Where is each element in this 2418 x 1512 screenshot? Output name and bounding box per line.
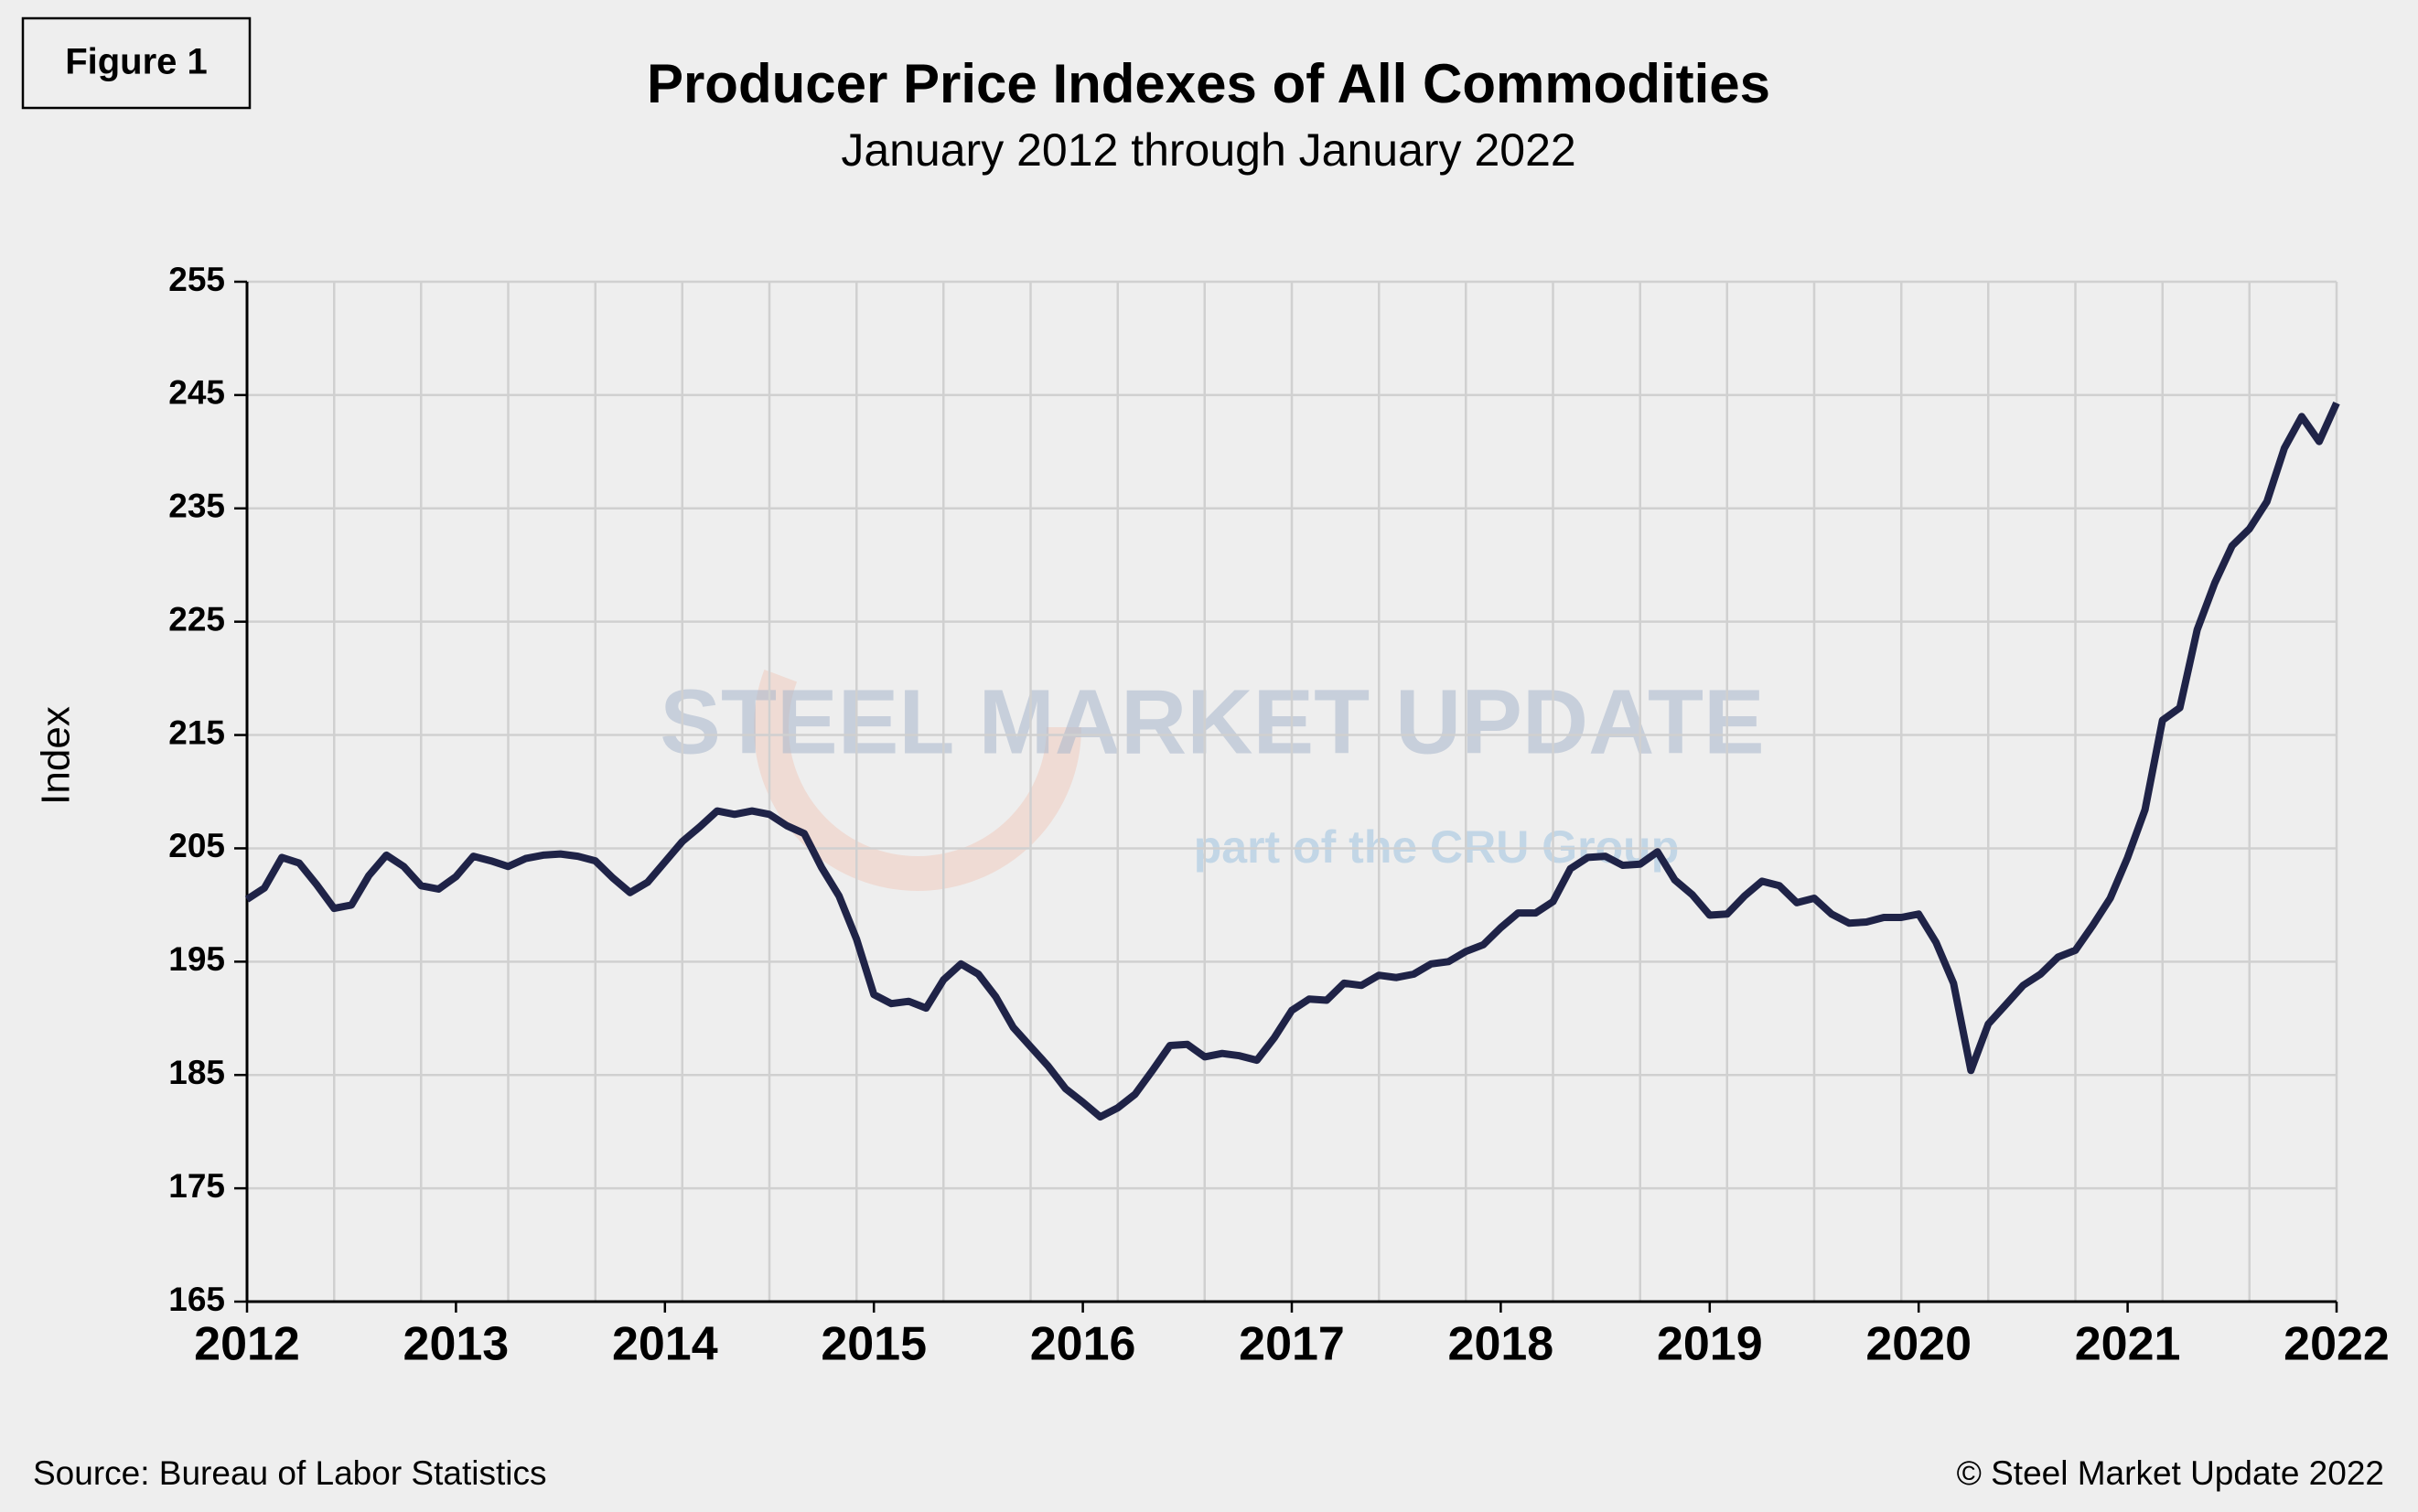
y-axis-label: Index	[34, 706, 79, 805]
x-tick-label: 2018	[1448, 1318, 1554, 1371]
x-tick-label: 2014	[612, 1318, 718, 1371]
y-tick-label: 185	[168, 1054, 225, 1091]
plot-area: 165 175 185 195 205 215 225 235 245 255 2012 2013 20…	[168, 261, 2390, 1371]
figure-label: Figure 1	[65, 42, 208, 82]
x-tick-label: 2012	[194, 1318, 300, 1371]
y-tick-label: 255	[168, 261, 225, 298]
y-tick-label: 195	[168, 940, 225, 978]
chart-subtitle: January 2012 through January 2022	[841, 124, 1575, 176]
figure-box	[21, 16, 252, 110]
x-tick-label: 2022	[2284, 1318, 2390, 1371]
copyright: © Steel Market Update 2022	[1957, 1454, 2384, 1492]
watermark-logo	[754, 563, 1081, 891]
data-line	[244, 401, 2340, 1121]
x-tick-label: 2016	[1030, 1318, 1136, 1371]
source-note: Source: Bureau of Labor Statistics	[33, 1454, 546, 1492]
y-tick-label: 235	[168, 488, 225, 525]
y-tick-label: 215	[168, 713, 225, 751]
x-tick-label: 2013	[403, 1318, 510, 1371]
x-tick-label: 2017	[1239, 1318, 1345, 1371]
chart-title: Producer Price Indexes of All Commoditie…	[647, 53, 1770, 114]
x-tick-label: 2021	[2075, 1318, 2181, 1371]
x-tick-label: 2019	[1657, 1318, 1763, 1371]
y-tick-label: 205	[168, 827, 225, 864]
x-tick-label: 2015	[821, 1318, 927, 1371]
watermark-brand: STEEL MARKET UPDATE	[660, 670, 1764, 773]
y-tick-label: 225	[168, 600, 225, 638]
y-tick-label: 245	[168, 374, 225, 412]
y-tick-label: 165	[168, 1281, 225, 1318]
y-tick-label: 175	[168, 1167, 225, 1205]
x-tick-label: 2020	[1865, 1318, 1972, 1371]
